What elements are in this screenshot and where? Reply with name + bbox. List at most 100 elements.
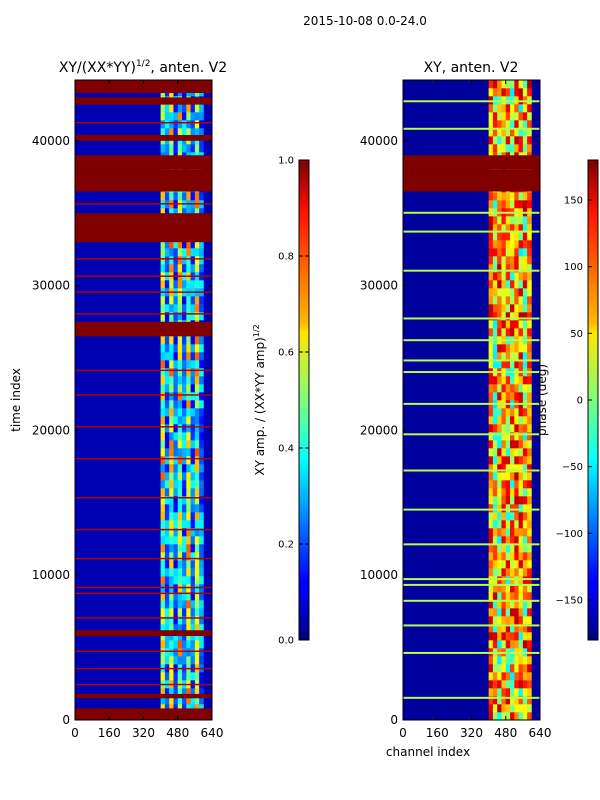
heatmap-cell (194, 568, 200, 577)
heatmap-cell (527, 688, 532, 697)
heatmap-cell (173, 512, 179, 521)
heatmap-cell (169, 352, 174, 361)
heatmap-cell (522, 536, 528, 545)
heatmap-cell (492, 120, 498, 129)
heatmap-cell (505, 600, 511, 609)
heatmap-cell (182, 336, 187, 345)
heatmap-cell (518, 616, 524, 625)
heatmap-cell (177, 520, 183, 529)
heatmap-cell (514, 456, 519, 465)
heatmap-cell (514, 96, 519, 105)
heatmap-cell (527, 552, 532, 561)
heatmap-cell (497, 192, 502, 201)
heatmap-cell (527, 472, 532, 481)
heatmap-cell (497, 200, 502, 209)
heatmap-cell (522, 376, 528, 385)
heatmap-cell (497, 128, 502, 137)
x-tick-label: 640 (529, 726, 552, 740)
heatmap-cell (182, 104, 187, 113)
heatmap-cell (514, 592, 519, 601)
heatmap-cell (522, 624, 528, 633)
heatmap-cell (505, 680, 511, 689)
heatmap-cell (501, 360, 507, 369)
heatmap-cell (492, 712, 498, 720)
heatmap-cell (518, 104, 524, 113)
heatmap-cell (177, 688, 183, 697)
heatmap-cell (501, 80, 507, 89)
heatmap-cell (190, 528, 196, 537)
heatmap-cell (510, 664, 515, 673)
heatmap-cell (527, 448, 532, 457)
heatmap-cell (514, 144, 519, 153)
heatmap-cell (501, 624, 507, 633)
heatmap-cell (164, 632, 170, 641)
heatmap-cell (169, 248, 174, 257)
heatmap-cell (501, 440, 507, 449)
heatmap-cell (177, 560, 183, 569)
heatmap-cell (510, 656, 515, 665)
heatmap-cell (522, 264, 528, 273)
heatmap-cell (164, 256, 170, 265)
heatmap-cell (488, 664, 494, 673)
phase-axis-ticks: 0 160 320 480 640 0 10000 20000 30000 40000 (360, 80, 552, 740)
heatmap-cell (497, 312, 502, 321)
heatmap-cell (501, 488, 507, 497)
heatmap-cell (177, 448, 183, 457)
heatmap-cell (518, 712, 524, 720)
heatmap-cell (501, 496, 507, 505)
heatmap-cell (177, 488, 183, 497)
heatmap-cell (177, 544, 183, 553)
heatmap-cell (160, 448, 166, 457)
heatmap-cell (510, 504, 515, 513)
heatmap-cell (492, 136, 498, 145)
heatmap-cell (497, 504, 502, 513)
heatmap-cell (199, 648, 204, 657)
heatmap-cell (505, 240, 511, 249)
time-line (75, 394, 212, 396)
heatmap-cell (160, 264, 166, 273)
heatmap-cell (173, 344, 179, 353)
heatmap-cell (518, 568, 524, 577)
heatmap-cell (527, 520, 532, 529)
heatmap-cell (522, 80, 528, 89)
heatmap-cell (522, 96, 528, 105)
heatmap-cell (501, 456, 507, 465)
heatmap-cell (160, 544, 166, 553)
heatmap-cell (160, 640, 166, 649)
heatmap-cell (186, 488, 191, 497)
heatmap-cell (518, 144, 524, 153)
heatmap-cell (510, 680, 515, 689)
heatmap-cell (177, 208, 183, 217)
heatmap-cell (164, 472, 170, 481)
heatmap-cell (169, 312, 174, 321)
heatmap-cell (194, 456, 200, 465)
time-line (75, 258, 212, 260)
heatmap-cell (194, 552, 200, 561)
heatmap-cell (190, 520, 196, 529)
heatmap-cell (510, 112, 515, 121)
heatmap-cell (522, 688, 528, 697)
heatmap-cell (186, 504, 191, 513)
heatmap-cell (505, 480, 511, 489)
heatmap-cell (177, 304, 183, 313)
heatmap-cell (497, 248, 502, 257)
heatmap-cell (199, 632, 204, 641)
heatmap-cell (169, 472, 174, 481)
colorbar-tick-label: 0.0 (278, 636, 294, 647)
heatmap-cell (492, 416, 498, 425)
heatmap-cell (173, 104, 179, 113)
heatmap-cell (160, 568, 166, 577)
heatmap-cell (488, 656, 494, 665)
heatmap-cell (182, 120, 187, 129)
heatmap-cell (510, 224, 515, 233)
heatmap-cell (190, 448, 196, 457)
heatmap-cell (497, 592, 502, 601)
heatmap-cell (160, 344, 166, 353)
heatmap-cell (488, 328, 494, 337)
heatmap-cell (164, 696, 170, 705)
heatmap-cell (510, 264, 515, 273)
heatmap-cell (501, 688, 507, 697)
heatmap-cell (177, 192, 183, 201)
heatmap-cell (173, 576, 179, 585)
heatmap-cell (199, 616, 204, 625)
